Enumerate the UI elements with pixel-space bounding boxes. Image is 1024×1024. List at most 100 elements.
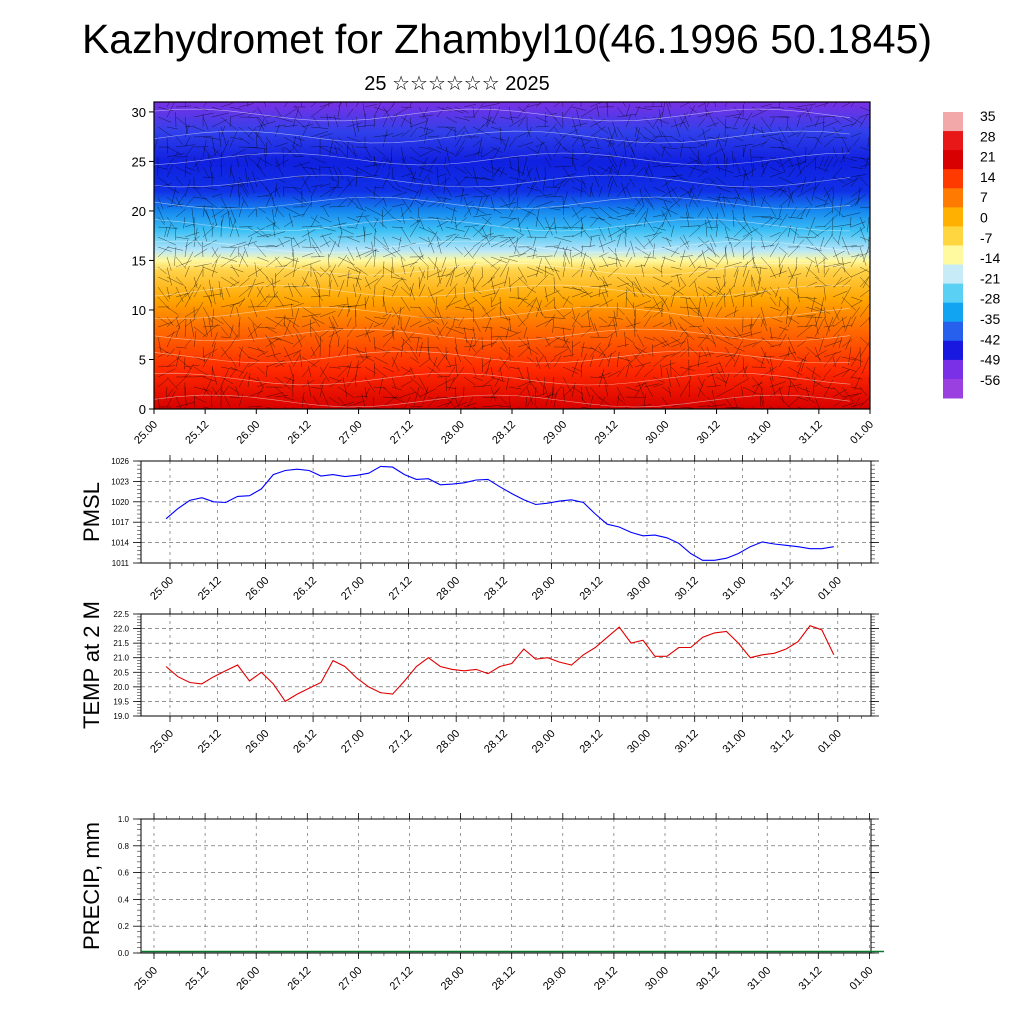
y-tick-label: 20.0 — [113, 683, 129, 692]
cross-section-panel: 0 5 10 15 20 25 30 25.00 25.12 26.00 26.12 27.00 27.… — [132, 101, 876, 447]
y-tick-label: 1.0 — [118, 815, 130, 824]
y-tick-label: 22.5 — [113, 610, 129, 619]
y-tick-label: 15 — [132, 253, 146, 268]
y-tick-label: 21.0 — [113, 654, 129, 663]
colorbar-label: -49 — [980, 352, 1000, 368]
pmsl-line — [165, 465, 834, 561]
x-tick-label: 31.00 — [721, 575, 749, 603]
x-tick-label: 29.12 — [592, 419, 620, 447]
x-tick-label: 29.00 — [530, 575, 558, 603]
x-tick-label: 26.12 — [291, 728, 319, 756]
x-tick-label: 28.00 — [439, 965, 467, 993]
y-axis-label: TEMP at 2 M — [79, 601, 104, 729]
wind-vectors — [154, 102, 870, 409]
y-tick-label: 1014 — [111, 539, 129, 548]
x-tick-label: 28.12 — [490, 419, 518, 447]
y-axis-label: PMSL — [79, 482, 104, 542]
y-tick-label: 1011 — [112, 559, 130, 568]
x-tick-label: 30.00 — [625, 575, 653, 603]
y-tick-label: 1020 — [111, 498, 129, 507]
x-tick-label: 28.00 — [439, 419, 467, 447]
x-tick-label: 26.00 — [234, 965, 262, 993]
x-tick-label: 27.00 — [337, 419, 365, 447]
x-tick-label: 25.12 — [183, 419, 211, 447]
x-tick-label: 26.12 — [285, 965, 313, 993]
colorbar-segment — [943, 340, 963, 361]
colorbar-label: 21 — [980, 149, 996, 165]
x-tick-label: 31.12 — [796, 965, 824, 993]
x-tick-label: 29.12 — [577, 728, 605, 756]
chart-subtitle: 25 ☆☆☆☆☆☆ 2025 — [364, 73, 550, 95]
x-tick-label: 30.12 — [673, 728, 701, 756]
colorbar-segment — [943, 321, 963, 342]
y-tick-label: 22.0 — [113, 625, 129, 634]
colorbar-segment — [943, 226, 963, 246]
y-tick-label: 21.5 — [113, 639, 129, 648]
y-axis-label: PRECIP, mm — [79, 822, 104, 950]
colorbar-segment — [943, 112, 963, 132]
x-tick-label: 27.00 — [339, 575, 367, 603]
x-tick-label: 25.12 — [183, 965, 211, 993]
y-tick-label: 0.4 — [118, 895, 130, 904]
colorbar-segment — [943, 302, 963, 323]
colorbar-segment — [943, 207, 963, 227]
colorbar-label: 14 — [980, 169, 996, 185]
colorbar-label: -28 — [980, 291, 1000, 307]
x-tick-label: 31.00 — [745, 965, 773, 993]
y-tick-label: 20.5 — [113, 668, 129, 677]
x-tick-label: 27.12 — [388, 965, 416, 993]
colorbar-label: 35 — [980, 108, 996, 124]
plot-frame — [140, 460, 872, 564]
x-tick-label: 28.00 — [434, 575, 462, 603]
x-tick-label: 28.00 — [434, 728, 462, 756]
colorbar-label: 0 — [980, 210, 988, 226]
colorbar-label: -42 — [980, 331, 1000, 347]
colorbar-segment — [943, 245, 963, 266]
y-tick-label: 0.0 — [118, 949, 130, 958]
x-tick-label: 25.00 — [148, 575, 176, 603]
x-tick-label: 25.00 — [132, 965, 160, 993]
x-tick-label: 26.00 — [244, 575, 272, 603]
y-tick-label: 1026 — [111, 457, 129, 466]
precip-panel: 0.0 0.2 0.4 0.6 0.8 1.0 25.00 25.12 26.00 26.12 27… — [79, 813, 884, 993]
chart-title: Kazhydromet for Zhambyl10(46.1996 50.184… — [81, 16, 933, 62]
colorbar-label: -35 — [980, 311, 1000, 327]
y-tick-label: 25 — [132, 154, 146, 169]
x-tick-label: 29.12 — [577, 575, 605, 603]
x-tick-label: 30.00 — [644, 419, 672, 447]
colorbar-segment — [943, 131, 963, 151]
colorbar-segment — [943, 150, 963, 170]
colorbar-label: -7 — [980, 230, 993, 246]
colorbar-segment — [943, 264, 963, 285]
y-tick-label: 20 — [132, 204, 146, 219]
wind-vector-overlay — [154, 102, 870, 409]
x-tick-label: 31.12 — [768, 575, 796, 603]
x-tick-label: 01.00 — [848, 965, 876, 993]
x-tick-label: 31.00 — [721, 728, 749, 756]
colorbar-label: -21 — [980, 270, 1000, 286]
x-tick-label: 01.00 — [848, 419, 876, 447]
x-tick-label: 29.12 — [592, 965, 620, 993]
x-tick-label: 29.00 — [530, 728, 558, 756]
colorbar-label: 7 — [980, 189, 988, 205]
x-tick-label: 31.12 — [768, 728, 796, 756]
y-tick-label: 19.0 — [113, 712, 129, 721]
x-tick-label: 31.12 — [797, 419, 825, 447]
colorbar-segment — [943, 359, 963, 380]
y-tick-label: 19.5 — [113, 697, 129, 706]
x-tick-label: 26.00 — [234, 419, 262, 447]
x-tick-label: 25.00 — [132, 419, 160, 447]
x-tick-label: 27.00 — [337, 965, 365, 993]
colorbar-segment — [943, 283, 963, 304]
x-tick-label: 25.00 — [148, 728, 176, 756]
y-tick-label: 0 — [139, 402, 146, 417]
y-tick-label: 30 — [132, 105, 146, 120]
x-tick-label: 26.12 — [291, 575, 319, 603]
plot-frame — [140, 818, 872, 954]
x-tick-label: 30.12 — [694, 965, 722, 993]
temp-line — [165, 625, 835, 703]
y-tick-label: 1023 — [111, 477, 129, 486]
colorbar-label: 28 — [980, 128, 996, 144]
x-tick-label: 27.12 — [387, 728, 415, 756]
colorbar-label: -14 — [980, 250, 1000, 266]
